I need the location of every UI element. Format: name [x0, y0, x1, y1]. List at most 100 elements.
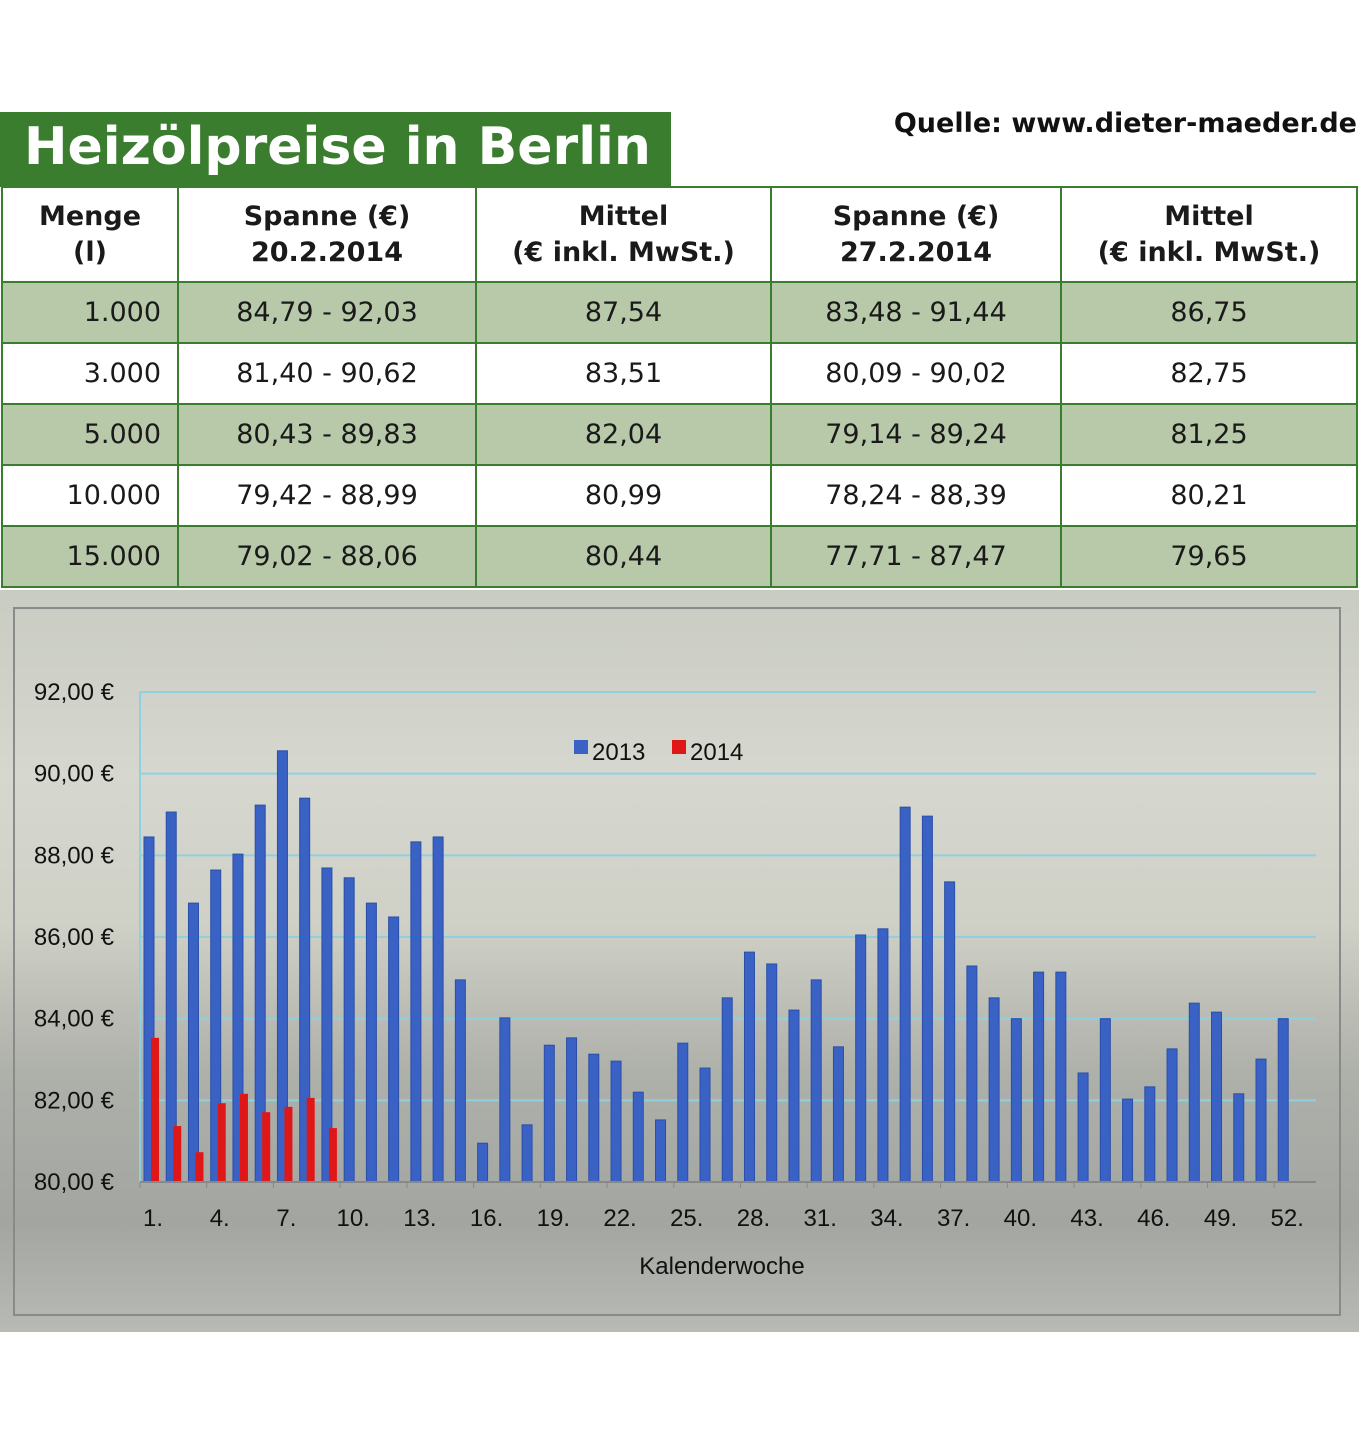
- bar-2013-week-25: [677, 1042, 689, 1183]
- x-tick-label: 22.: [603, 1205, 636, 1232]
- col-header-line: Mittel: [1164, 200, 1254, 232]
- col-header-line: (€ inkl. MwSt.): [512, 236, 735, 268]
- x-tick-label: 1.: [143, 1205, 163, 1232]
- x-tick-label: 52.: [1271, 1205, 1304, 1232]
- x-tick-label: 28.: [737, 1205, 770, 1232]
- cell-mittel-1: 80,44: [475, 525, 772, 588]
- bar-2013-week-45: [1122, 1098, 1134, 1183]
- bar-2013-week-24: [655, 1119, 667, 1183]
- cell-menge: 15.000: [1, 525, 179, 588]
- y-tick-label: 82,00 €: [34, 1087, 115, 1114]
- legend: 2013 2014: [574, 739, 743, 766]
- bar-2013-week-46: [1144, 1086, 1156, 1183]
- col-header-line: Mittel: [578, 200, 669, 232]
- cell-spanne-1: 79,42 - 88,99: [177, 464, 477, 527]
- bar-2013-week-43: [1077, 1072, 1089, 1183]
- x-tick-label: 13.: [403, 1205, 436, 1232]
- y-tick-label: 92,00 €: [34, 679, 115, 706]
- bar-2013-week-16: [477, 1142, 489, 1183]
- legend-swatch-2014: [672, 740, 686, 754]
- bar-2013-week-10: [343, 877, 355, 1183]
- col-header-menge: Menge (l): [1, 186, 179, 283]
- bar-2013-week-23: [632, 1091, 644, 1183]
- bar-2013-week-20: [566, 1037, 578, 1183]
- table-row: 10.000 79,42 - 88,99 80,99 78,24 - 88,39…: [1, 464, 1358, 527]
- cell-mittel-1: 87,54: [475, 281, 772, 344]
- cell-mittel-1: 82,04: [475, 403, 772, 466]
- cell-mittel-2: 80,21: [1060, 464, 1358, 527]
- bar-2013-week-15: [454, 979, 466, 1183]
- y-tick-label: 86,00 €: [34, 924, 115, 951]
- y-tick-label: 88,00 €: [34, 842, 115, 869]
- cell-spanne-2: 83,48 - 91,44: [770, 281, 1062, 344]
- x-tick-label: 10.: [336, 1205, 369, 1232]
- cell-spanne-1: 79,02 - 88,06: [177, 525, 477, 588]
- cell-spanne-1: 80,43 - 89,83: [177, 403, 477, 466]
- bar-2013-week-28: [743, 951, 755, 1183]
- legend-label-2013: 2013: [592, 739, 645, 766]
- col-header-spanne-1: Spanne (€) 20.2.2014: [177, 186, 477, 283]
- bar-2013-week-27: [721, 997, 733, 1183]
- chart-frame: [13, 607, 1341, 1316]
- bar-2013-week-19: [543, 1044, 555, 1183]
- bar-2013-week-52: [1277, 1018, 1289, 1183]
- bar-2013-week-32: [832, 1046, 844, 1183]
- col-header-line: Menge: [38, 200, 142, 232]
- bar-2013-week-48: [1188, 1002, 1200, 1183]
- x-tick-label: 37.: [937, 1205, 970, 1232]
- x-axis-label: Kalenderwoche: [639, 1253, 804, 1280]
- bar-2014-week-4: [217, 1103, 226, 1182]
- x-tick-label: 31.: [804, 1205, 837, 1232]
- col-header-line: Spanne (€): [243, 200, 411, 232]
- bar-2013-week-39: [988, 997, 1000, 1183]
- col-header-line: (€ inkl. MwSt.): [1097, 236, 1321, 268]
- y-tick-label: 84,00 €: [34, 1006, 115, 1033]
- bar-2013-week-36: [921, 815, 933, 1183]
- bar-2013-week-3: [187, 902, 199, 1183]
- bar-2013-week-26: [699, 1067, 711, 1183]
- cell-spanne-1: 84,79 - 92,03: [177, 281, 477, 344]
- bar-2014-week-2: [173, 1126, 182, 1182]
- bar-2013-week-42: [1055, 971, 1067, 1183]
- x-tick-label: 4.: [210, 1205, 230, 1232]
- cell-menge: 5.000: [1, 403, 179, 466]
- bar-2013-week-11: [365, 902, 377, 1183]
- bar-2013-week-41: [1033, 971, 1045, 1183]
- bar-2013-week-33: [855, 934, 867, 1183]
- bar-2013-week-40: [1010, 1018, 1022, 1183]
- table-header-row: Menge (l) Spanne (€) 20.2.2014 Mittel (€ in…: [1, 186, 1358, 283]
- bar-2014-week-3: [195, 1152, 204, 1182]
- cell-mittel-2: 86,75: [1060, 281, 1358, 344]
- bar-2014-week-5: [239, 1093, 248, 1182]
- bar-2013-week-22: [610, 1060, 622, 1183]
- title-banner: Heizölpreise in Berlin: [0, 112, 671, 187]
- bar-2014-week-8: [306, 1097, 315, 1182]
- bar-2013-week-31: [810, 979, 822, 1183]
- bar-chart: 80,00 € 82,00 € 84,00 € 86,00 € 88,00 € 90,00…: [13, 607, 1341, 1316]
- x-tick-label: 19.: [537, 1205, 570, 1232]
- bar-2013-week-38: [966, 965, 978, 1183]
- bar-2014-week-9: [328, 1128, 337, 1182]
- bar-2013-week-21: [588, 1053, 600, 1183]
- col-header-spanne-2: Spanne (€) 27.2.2014: [770, 186, 1062, 283]
- bar-2013-week-49: [1211, 1011, 1223, 1183]
- table-row: 3.000 81,40 - 90,62 83,51 80,09 - 90,02 …: [1, 342, 1358, 405]
- bar-2013-week-17: [499, 1017, 511, 1183]
- cell-spanne-2: 80,09 - 90,02: [770, 342, 1062, 405]
- cell-menge: 10.000: [1, 464, 179, 527]
- legend-swatch-2013: [574, 740, 588, 754]
- bar-2014-week-6: [262, 1112, 271, 1182]
- cell-spanne-2: 79,14 - 89,24: [770, 403, 1062, 466]
- cell-mittel-2: 81,25: [1060, 403, 1358, 466]
- page-title: Heizölpreise in Berlin: [24, 117, 651, 177]
- bar-2013-week-18: [521, 1124, 533, 1183]
- col-header-line: (l): [73, 236, 107, 268]
- cell-mittel-2: 82,75: [1060, 342, 1358, 405]
- cell-menge: 1.000: [1, 281, 179, 344]
- cell-mittel-1: 83,51: [475, 342, 772, 405]
- bar-2013-week-44: [1099, 1018, 1111, 1183]
- x-tick-label: 46.: [1137, 1205, 1170, 1232]
- table-row: 15.000 79,02 - 88,06 80,44 77,71 - 87,47…: [1, 525, 1358, 588]
- y-tick-label: 80,00 €: [34, 1169, 115, 1196]
- x-tick-label: 40.: [1004, 1205, 1037, 1232]
